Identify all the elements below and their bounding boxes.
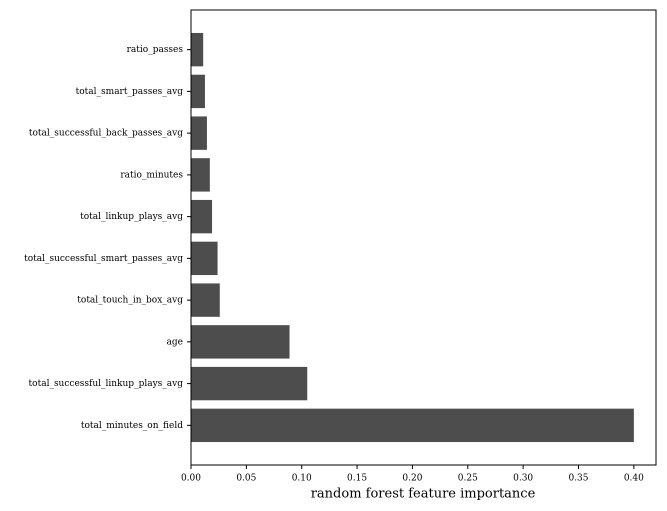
- y-tick-label: total_touch_in_box_avg: [77, 296, 183, 306]
- x-tick-label: 0.35: [568, 474, 588, 484]
- bar: [191, 74, 205, 109]
- x-tick-label: 0.25: [458, 474, 478, 484]
- x-tick-label: 0.30: [513, 474, 533, 484]
- bar: [191, 32, 204, 67]
- y-tick-label: total_minutes_on_field: [81, 421, 183, 431]
- bar: [191, 158, 210, 192]
- y-tick-label: total_smart_passes_avg: [76, 87, 184, 97]
- bar: [191, 116, 207, 150]
- bar: [191, 283, 220, 317]
- y-tick-label: total_linkup_plays_avg: [80, 212, 183, 222]
- x-tick-label: 0.20: [402, 474, 422, 484]
- y-tick-label: total_successful_smart_passes_avg: [24, 254, 183, 264]
- x-tick-label: 0.40: [624, 474, 644, 484]
- bar: [191, 241, 218, 276]
- x-tick-label: 0.10: [292, 474, 312, 484]
- y-tick-label: total_successful_linkup_plays_avg: [29, 379, 184, 389]
- x-tick-label: 0.15: [347, 474, 367, 484]
- y-tick-label: ratio_minutes: [120, 170, 183, 180]
- x-axis-label: random forest feature importance: [311, 487, 536, 502]
- bar: [191, 325, 290, 359]
- bar: [191, 366, 308, 401]
- bar: [191, 199, 213, 234]
- bar: [191, 408, 634, 443]
- y-tick-label: total_successful_back_passes_avg: [29, 129, 183, 139]
- x-tick-label: 0.00: [181, 474, 201, 484]
- y-tick-label: age: [167, 337, 183, 347]
- x-tick-label: 0.05: [236, 474, 256, 484]
- y-tick-label: ratio_passes: [127, 45, 184, 55]
- plot-frame: [190, 9, 657, 466]
